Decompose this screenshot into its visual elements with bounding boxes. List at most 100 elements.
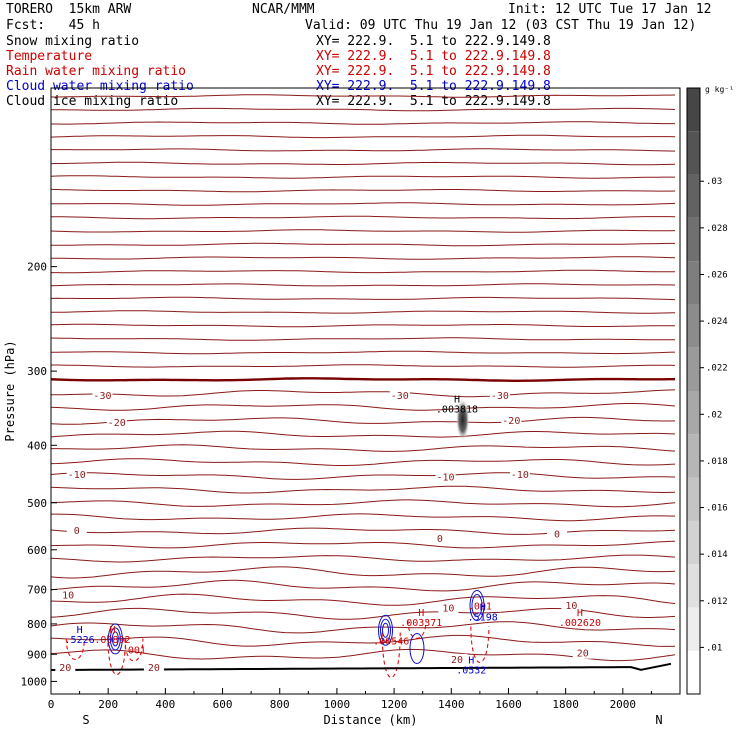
cloud-water-contour xyxy=(382,622,390,638)
header-model: TORERO 15km ARW xyxy=(6,2,132,17)
field-name-temperature: Temperature xyxy=(6,49,93,64)
field-xy-cloud-water: XY= 222.9. 5.1 to 222.9.149.8 xyxy=(316,79,551,94)
axis-end-label-north: N xyxy=(655,713,662,727)
colorbar-segment xyxy=(687,564,700,608)
isotherm-line xyxy=(50,499,676,508)
axis-end-label-south: S xyxy=(82,713,89,727)
temperature-label: -10 xyxy=(511,470,529,481)
rain-contour xyxy=(65,638,85,660)
cloud-water-contour xyxy=(469,590,485,622)
isotherm-line xyxy=(50,527,676,535)
colorbar-segment xyxy=(687,391,700,435)
maximum-value-label: .002620 xyxy=(559,618,601,629)
temperature-label-bg xyxy=(435,471,456,483)
field-xy-rain: XY= 222.9. 5.1 to 222.9.149.8 xyxy=(316,64,551,79)
temperature-label: 20 xyxy=(577,649,589,660)
rain-contour xyxy=(381,632,401,679)
temperature-label-bg xyxy=(509,468,530,480)
y-tick-label: 700 xyxy=(27,584,47,597)
y-tick-label: 1000 xyxy=(21,675,48,688)
isotherm-line xyxy=(50,161,676,166)
maximum-symbol: H xyxy=(109,625,115,636)
maximum-value-label: .003818 xyxy=(436,404,478,415)
isotherm-line xyxy=(50,554,676,563)
isotherm-line xyxy=(50,579,676,592)
isotherm-line xyxy=(50,377,675,382)
isotherm-line xyxy=(50,566,676,579)
colorbar-tick-label: .018 xyxy=(706,457,728,467)
isotherm-line xyxy=(50,296,676,301)
isotherm-line xyxy=(51,256,676,260)
cloud-water-contour xyxy=(109,627,121,651)
maximum-symbol: H xyxy=(577,608,583,619)
maximum-symbol: H xyxy=(468,656,474,667)
cloud-water-contour xyxy=(111,631,119,647)
maximum-value-label: .00546 xyxy=(373,637,409,648)
header-valid: Valid: 09 UTC Thu 19 Jan 12 (03 CST Thu … xyxy=(305,18,697,33)
x-tick-label: 0 xyxy=(48,698,55,711)
isotherm-line xyxy=(50,175,675,179)
isotherm-line xyxy=(50,458,676,466)
colorbar-unit: g kg⁻¹ xyxy=(705,85,734,94)
y-tick-label: 300 xyxy=(27,365,47,378)
maximum-value-label: .00892 xyxy=(94,635,130,646)
y-tick-label: 600 xyxy=(27,544,47,557)
isotherm-line xyxy=(50,229,676,233)
maximum-value-label: .5226 xyxy=(65,635,95,646)
x-tick-label: 1200 xyxy=(381,698,408,711)
colorbar-segment xyxy=(687,520,700,565)
x-axis-label: Distance (km) xyxy=(324,713,418,727)
x-tick-label: 1600 xyxy=(495,698,522,711)
isotherm-line xyxy=(51,269,675,274)
cloud-water-contour xyxy=(380,618,392,642)
temperature-label-bg xyxy=(66,524,87,536)
isotherm-line xyxy=(51,121,675,125)
y-tick-label: 900 xyxy=(27,648,47,661)
isotherm-line xyxy=(50,188,676,193)
temperature-label: 10 xyxy=(62,590,74,601)
temperature-label-bg xyxy=(55,662,76,674)
colorbar-segment xyxy=(687,304,700,348)
isotherm-line xyxy=(51,444,676,452)
field-xy-temperature: XY= 222.9. 5.1 to 222.9.149.8 xyxy=(316,49,551,64)
field-xy-snow: XY= 222.9. 5.1 to 222.9.149.8 xyxy=(316,34,551,49)
maximum-symbol: H xyxy=(77,625,83,636)
x-tick-label: 200 xyxy=(98,698,118,711)
temperature-label: -20 xyxy=(502,416,520,427)
x-tick-label: 2000 xyxy=(610,698,637,711)
rain-contour xyxy=(124,638,144,662)
header-init: Init: 12 UTC Tue 17 Jan 12 xyxy=(508,2,712,17)
colorbar-tick-label: .03 xyxy=(706,177,722,187)
temperature-label-bg xyxy=(438,602,459,614)
temperature-label-bg xyxy=(446,653,467,665)
x-tick-label: 1800 xyxy=(552,698,579,711)
rain-contour xyxy=(407,620,427,639)
isotherm-line xyxy=(51,350,676,355)
isotherm-line xyxy=(50,283,676,287)
isotherm-line xyxy=(50,323,675,328)
isotherm-line xyxy=(50,540,676,549)
temperature-label: -10 xyxy=(68,470,86,481)
field-name-cloud-ice: Cloud ice mixing ratio xyxy=(6,94,179,109)
maximum-value-label: .001 xyxy=(122,645,146,656)
colorbar-segment xyxy=(687,607,700,651)
rain-contour xyxy=(470,626,490,663)
isotherm-line xyxy=(50,337,675,341)
isotherm-line xyxy=(50,416,676,425)
x-tick-label: 1400 xyxy=(438,698,465,711)
colorbar-tick-label: .014 xyxy=(706,550,728,560)
isotherm-line xyxy=(51,513,676,522)
temperature-label: 20 xyxy=(451,655,463,666)
isotherm-line xyxy=(50,593,676,606)
rain-contour xyxy=(107,635,127,676)
temperature-label: 0 xyxy=(554,530,560,541)
temperature-label-bg xyxy=(489,390,510,402)
colorbar-tick-label: .028 xyxy=(706,224,728,234)
isotherm-line xyxy=(51,94,676,98)
temperature-label: 10 xyxy=(565,601,577,612)
colorbar-tick-label: .024 xyxy=(706,317,728,327)
y-tick-label: 800 xyxy=(27,618,47,631)
y-tick-label: 500 xyxy=(27,497,47,510)
colorbar-segment xyxy=(687,434,700,478)
cloud-water-contour xyxy=(471,594,483,618)
